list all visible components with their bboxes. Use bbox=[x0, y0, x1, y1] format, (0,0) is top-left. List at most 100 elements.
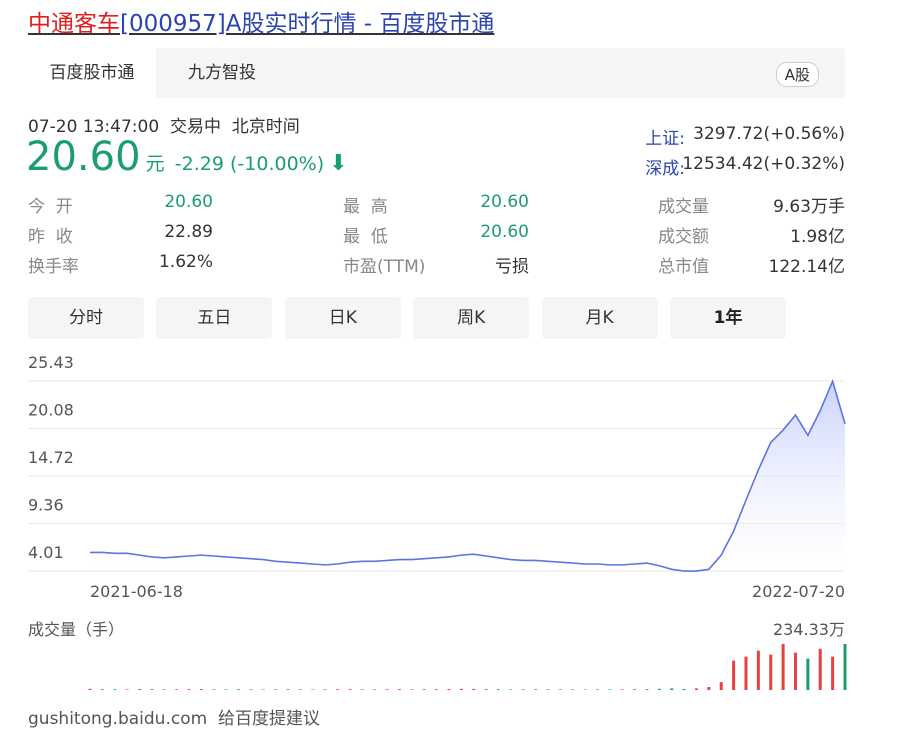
quote-meta: 07-20 13:47:00 交易中 北京时间 bbox=[28, 112, 300, 137]
y-tick-label: 4.01 bbox=[28, 543, 64, 562]
volume-bar bbox=[422, 689, 426, 690]
volume-bar bbox=[360, 689, 364, 690]
volume-bar bbox=[633, 689, 637, 690]
volume-bar bbox=[187, 689, 191, 690]
volume-bar bbox=[534, 689, 538, 690]
volume-bar bbox=[323, 689, 327, 690]
volume-bar bbox=[732, 660, 736, 690]
y-tick-label: 234.33万 bbox=[773, 620, 845, 639]
timezone: 北京时间 bbox=[231, 117, 300, 137]
volume-bar bbox=[410, 689, 414, 690]
unit: 元 bbox=[145, 153, 165, 175]
volume-bar bbox=[447, 689, 451, 690]
stat-label: 最 低 bbox=[343, 227, 388, 247]
volume-bar bbox=[608, 689, 612, 691]
volume-bar bbox=[645, 689, 649, 690]
stock-name[interactable]: 中通客车 bbox=[28, 11, 120, 37]
volume-bar bbox=[595, 689, 599, 690]
volume-bar bbox=[150, 689, 154, 690]
stat-value: 1.62% bbox=[158, 252, 213, 272]
stat-value: 20.60 bbox=[164, 192, 213, 212]
tab[interactable]: 九方智投 bbox=[188, 63, 256, 83]
tab[interactable]: 百度股市通 bbox=[28, 48, 156, 98]
volume-bar bbox=[138, 689, 142, 690]
x-tick-label: 2021-06-18 bbox=[90, 582, 183, 601]
volume-bar bbox=[756, 650, 760, 690]
stat-label: 换手率 bbox=[28, 257, 79, 277]
y-tick-label: 14.72 bbox=[28, 448, 74, 467]
volume-bar bbox=[509, 689, 513, 690]
volume-bar bbox=[707, 687, 711, 690]
volume-bar bbox=[472, 688, 476, 690]
volume-bar bbox=[336, 689, 340, 690]
volume-bar bbox=[348, 689, 352, 690]
volume-bar bbox=[224, 689, 228, 690]
volume-title: 成交量（手） bbox=[28, 620, 124, 639]
volume-bar bbox=[719, 682, 723, 690]
volume-bar bbox=[88, 688, 92, 690]
period-tab[interactable]: 分时 bbox=[28, 297, 144, 339]
stat-label: 今 开 bbox=[28, 197, 73, 217]
volume-bar bbox=[261, 689, 265, 691]
stat-value: 20.60 bbox=[480, 192, 529, 212]
quote-time: 07-20 13:47:00 bbox=[28, 117, 160, 137]
period-tab[interactable]: 月K bbox=[541, 297, 658, 339]
footer[interactable]: gushitong.baidu.com 给百度提建议 bbox=[28, 709, 320, 729]
status: 交易中 bbox=[169, 117, 221, 137]
stat-value: 9.63万手 bbox=[773, 197, 845, 217]
index-name[interactable]: 深成: bbox=[645, 159, 685, 179]
volume-bar bbox=[670, 688, 674, 690]
price-area bbox=[90, 381, 845, 572]
stat-label: 成交额 bbox=[658, 227, 709, 247]
stat-label: 总市值 bbox=[658, 257, 709, 277]
stat-value: 亏损 bbox=[495, 257, 529, 277]
volume-bar bbox=[397, 689, 401, 690]
period-tab[interactable]: 周K bbox=[413, 297, 530, 339]
y-tick-label: 25.43 bbox=[28, 353, 74, 372]
volume-bar bbox=[583, 689, 587, 691]
volume-bar bbox=[806, 658, 810, 690]
volume-bar bbox=[385, 689, 389, 690]
change: -2.29 (-10.00%) bbox=[174, 153, 325, 175]
volume-bar bbox=[274, 689, 278, 690]
volume-bar bbox=[694, 688, 698, 690]
volume-bar bbox=[818, 648, 822, 690]
price-row: 20.60 元 -2.29 (-10.00%) ⬇ bbox=[26, 134, 348, 180]
stat-label: 最 高 bbox=[343, 197, 388, 217]
volume-bar bbox=[484, 689, 488, 690]
stat-value: 1.98亿 bbox=[790, 227, 845, 247]
volume-bar bbox=[162, 689, 166, 690]
stat-label: 成交量 bbox=[658, 197, 709, 217]
period-tab[interactable]: 五日 bbox=[156, 297, 273, 339]
x-tick-label: 2022-07-20 bbox=[752, 582, 845, 601]
stat-value: 122.14亿 bbox=[768, 257, 845, 277]
period-tab[interactable]: 1年 bbox=[670, 297, 786, 339]
page-title[interactable]: 中通客车[000957]A股实时行情 - 百度股市通 bbox=[28, 4, 494, 38]
y-tick-label: 9.36 bbox=[28, 496, 64, 515]
index-value: 12534.42(+0.32%) bbox=[682, 154, 845, 174]
volume-bar bbox=[459, 688, 463, 690]
volume-bar bbox=[496, 689, 500, 690]
volume-bar bbox=[125, 689, 129, 690]
title-rest[interactable]: [000957]A股实时行情 - 百度股市通 bbox=[120, 11, 495, 37]
index-value: 3297.72(+0.56%) bbox=[693, 124, 845, 144]
volume-bar bbox=[298, 689, 302, 690]
volume-bar bbox=[558, 689, 562, 690]
y-tick-label: 20.08 bbox=[28, 400, 74, 419]
down-arrow: ⬇ bbox=[329, 151, 348, 176]
volume-bar bbox=[682, 689, 686, 690]
volume-bar bbox=[571, 689, 575, 690]
volume-bar bbox=[843, 644, 847, 690]
volume-bar bbox=[286, 689, 290, 690]
index-name[interactable]: 上证: bbox=[645, 129, 685, 149]
period-tab[interactable]: 日K bbox=[284, 297, 401, 339]
volume-bar bbox=[311, 689, 315, 691]
price: 20.60 bbox=[26, 134, 141, 180]
volume-bar bbox=[113, 689, 117, 690]
stat-value: 22.89 bbox=[164, 222, 213, 242]
market-badge[interactable]: A股 bbox=[775, 62, 819, 87]
volume-bar bbox=[435, 689, 439, 690]
volume-bar bbox=[793, 652, 797, 690]
volume-bar bbox=[546, 689, 550, 690]
